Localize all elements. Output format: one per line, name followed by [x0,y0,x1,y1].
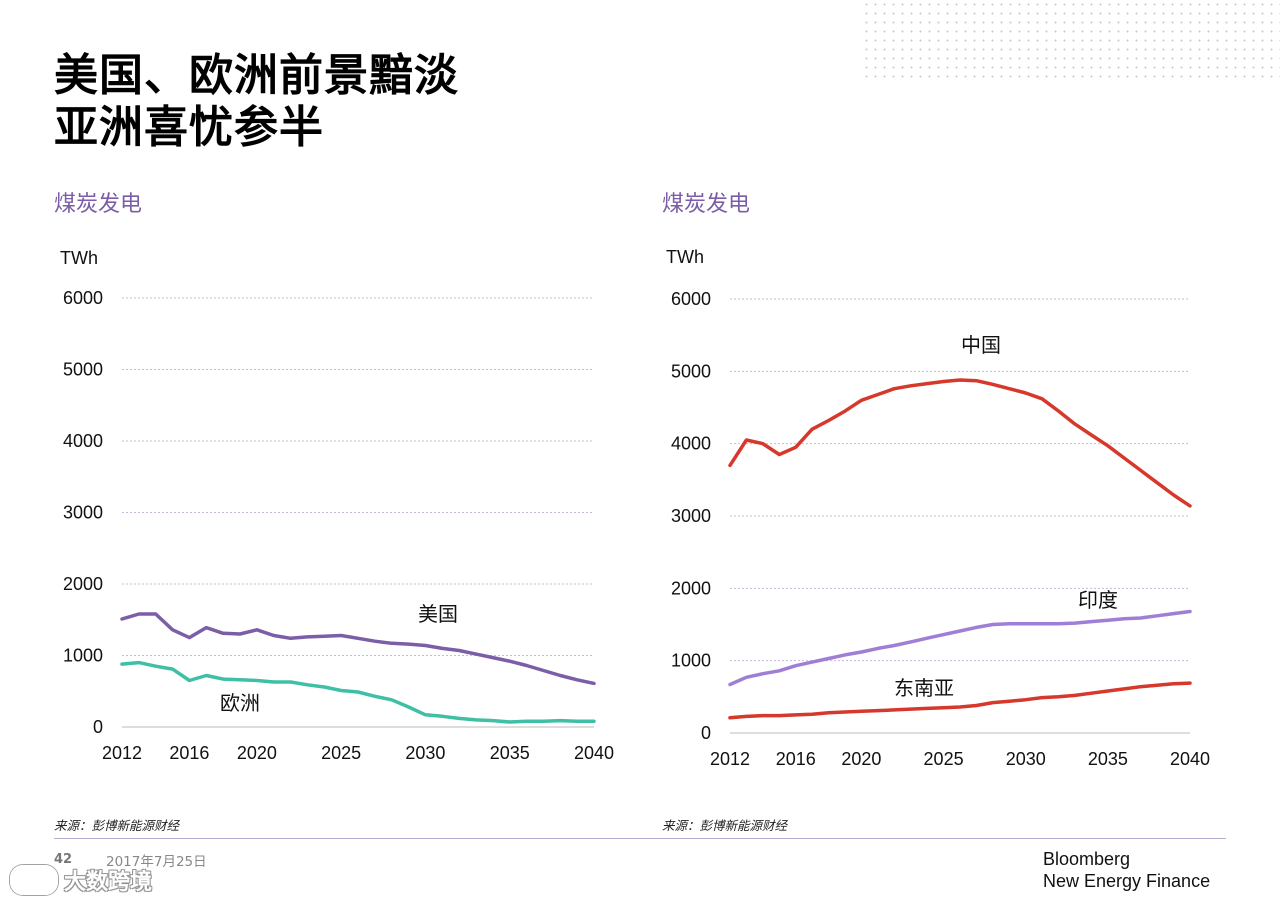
page-number: 42 [54,852,73,867]
footer-divider [54,838,1226,839]
title-line-1: 美国、欧洲前景黯淡 [54,50,459,101]
y-tick-label: 5000 [63,360,103,380]
series-label: 欧洲 [220,691,260,715]
y-tick-label: 2000 [63,574,103,594]
watermark: 大数跨境 [10,864,152,896]
chart-left: 0 1000 2000 3000 4000 5000 6000 2012 2016 2020 202… [60,248,614,763]
y-tick-label: 3000 [63,503,103,523]
series-line [728,681,1192,720]
watermark-text: 大数跨境 [64,870,153,895]
brand-line-1: Bloomberg [1043,849,1131,869]
chart-right: 0 1000 2000 3000 4000 5000 6000 2012 2016 2020 202… [666,247,1210,769]
y-tick-label: 5000 [671,361,711,381]
series-label: 印度 [1078,588,1118,612]
x-tick-label: 2016 [169,743,209,763]
y-tick-label: 0 [93,717,103,737]
chart-title-left: 煤炭发电 [54,192,143,217]
series-label: 东南亚 [894,676,954,700]
x-tick-label: 2012 [102,743,142,763]
decorative-dot-grid [862,0,1280,80]
series-line [728,378,1192,508]
x-tick-label: 2016 [776,749,816,769]
x-tick-label: 2020 [841,749,881,769]
x-tick-label: 2035 [490,743,530,763]
y-tick-label: 4000 [63,431,103,451]
page-title: 美国、欧洲前景黯淡 亚洲喜忧参半 [54,50,459,154]
brand-line-2: New Energy Finance [1043,871,1211,891]
y-tick-label: 2000 [671,578,711,598]
y-tick-label: 0 [701,723,711,743]
y-tick-label: 6000 [63,288,103,308]
x-tick-label: 2025 [924,749,964,769]
y-tick-label: 1000 [671,651,711,671]
y-tick-label: 3000 [671,506,711,526]
x-tick-label: 2025 [321,743,361,763]
x-tick-label: 2030 [1006,749,1046,769]
series-line [120,612,596,686]
y-tick-label: 4000 [671,434,711,454]
chart-title-right: 煤炭发电 [662,192,751,217]
watermark-logo-icon [10,865,58,895]
series-label: 中国 [961,333,1001,357]
y-axis-label: TWh [666,247,704,267]
source-note-left: 来源：彭博新能源财经 [54,818,180,833]
y-tick-label: 1000 [63,646,103,666]
series-line [728,609,1192,687]
y-axis-label: TWh [60,248,98,268]
x-tick-label: 2040 [574,743,614,763]
x-tick-label: 2030 [405,743,445,763]
x-tick-label: 2035 [1088,749,1128,769]
source-note-right: 来源：彭博新能源财经 [662,818,788,833]
brand-logo: Bloomberg New Energy Finance [1043,848,1210,892]
series-label: 美国 [418,602,458,626]
footer-date: 2017年7月25日 [106,854,207,870]
series-line [120,660,596,724]
x-tick-label: 2012 [710,749,750,769]
title-line-2: 亚洲喜忧参半 [54,102,324,153]
x-tick-label: 2020 [237,743,277,763]
x-tick-label: 2040 [1170,749,1210,769]
y-tick-label: 6000 [671,289,711,309]
